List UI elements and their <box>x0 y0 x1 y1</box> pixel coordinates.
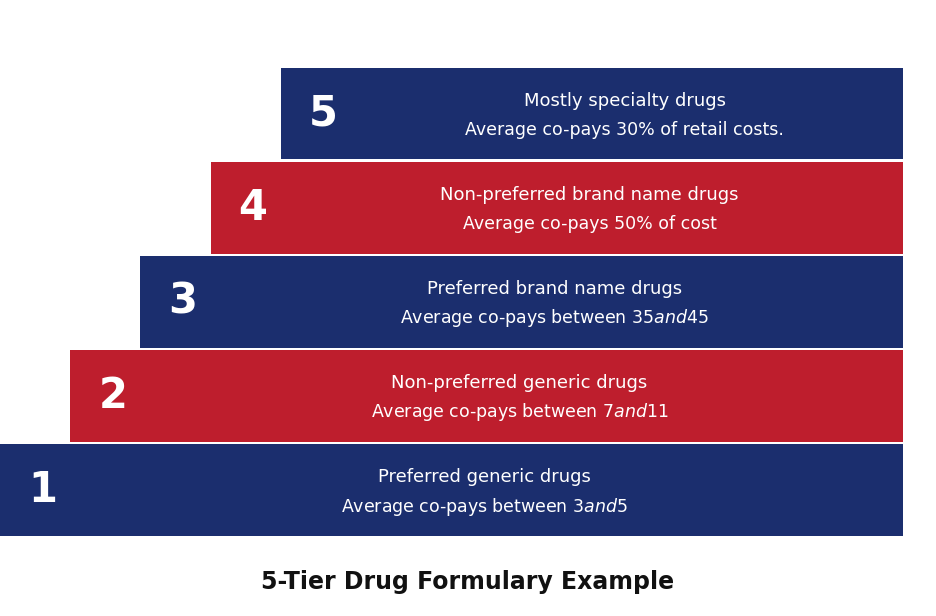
Text: 5-Tier Drug Formulary Example: 5-Tier Drug Formulary Example <box>261 570 675 594</box>
Text: Non-preferred generic drugs: Non-preferred generic drugs <box>391 374 648 392</box>
Bar <box>0 444 903 536</box>
Text: 3: 3 <box>168 281 197 323</box>
Text: 1: 1 <box>28 469 57 511</box>
Text: Preferred brand name drugs: Preferred brand name drugs <box>427 280 682 298</box>
Bar <box>281 68 903 160</box>
Text: Average co-pays between $35 and $45: Average co-pays between $35 and $45 <box>400 307 709 330</box>
Text: 4: 4 <box>239 187 268 229</box>
Text: Average co-pays 30% of retail costs.: Average co-pays 30% of retail costs. <box>465 121 784 139</box>
Text: 5: 5 <box>309 92 338 134</box>
Text: Mostly specialty drugs: Mostly specialty drugs <box>524 92 725 110</box>
Text: Average co-pays 50% of cost: Average co-pays 50% of cost <box>462 215 717 233</box>
Text: Preferred generic drugs: Preferred generic drugs <box>378 468 591 486</box>
Bar <box>211 162 903 254</box>
Text: Average co-pays between $3 and $5: Average co-pays between $3 and $5 <box>341 496 628 517</box>
Text: Average co-pays between $7 and $11: Average co-pays between $7 and $11 <box>371 402 668 423</box>
Bar <box>70 350 903 442</box>
Text: 2: 2 <box>98 375 127 417</box>
Text: Non-preferred brand name drugs: Non-preferred brand name drugs <box>441 186 739 204</box>
Bar <box>140 256 903 347</box>
